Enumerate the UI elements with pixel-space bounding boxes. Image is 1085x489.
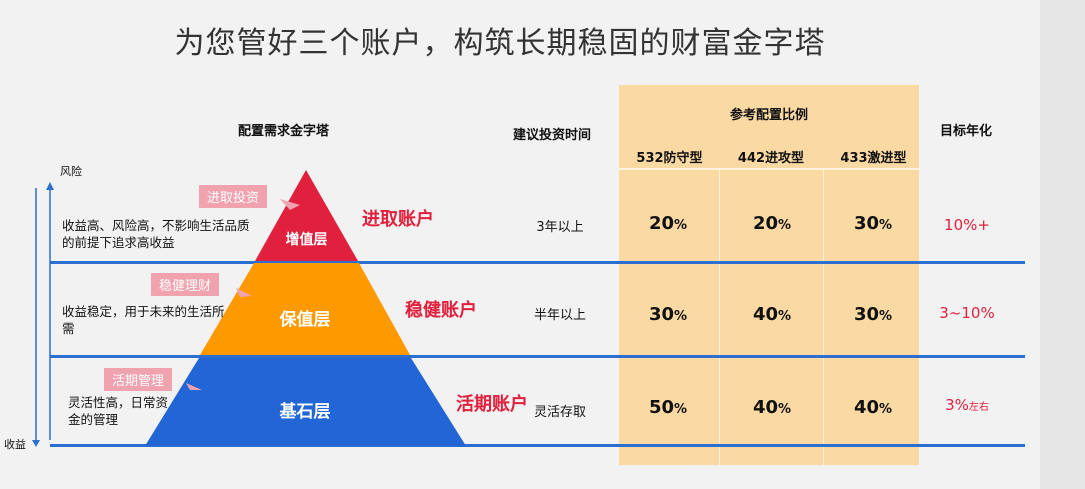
row-separator — [50, 444, 1025, 447]
pct-cell: 50% — [648, 397, 688, 418]
target-header: 目标年化 — [940, 124, 993, 139]
tag-pointer — [280, 199, 300, 210]
target-foundation: 3%左右 — [945, 396, 989, 414]
pct-cell: 40% — [752, 304, 792, 325]
desc-foundation: 灵活性高，日常资金的管理 — [68, 395, 169, 427]
row-separator — [50, 261, 1025, 264]
tag-pointer — [236, 288, 252, 297]
account-aggressive: 进取账户 — [362, 209, 434, 230]
arrow-up-icon — [46, 182, 54, 190]
panel-divider — [823, 170, 824, 465]
panel-divider — [619, 168, 919, 170]
target-preservation: 3~10% — [939, 304, 995, 322]
panel-divider — [719, 170, 720, 465]
period-header: 建议投资时间 — [513, 128, 592, 143]
row-separator — [50, 355, 1025, 358]
pct-cell: 40% — [752, 397, 792, 418]
desc-preservation: 收益稳定，用于未来的生活所需 — [62, 304, 225, 336]
period-preservation: 半年以上 — [533, 308, 586, 323]
tag-aggressive-invest: 进取投资 — [199, 185, 268, 208]
pyramid-layer-preservation — [200, 263, 410, 355]
pct-cell: 30% — [853, 213, 893, 234]
period-foundation: 灵活存取 — [533, 405, 586, 420]
layer-label-preservation: 保值层 — [279, 310, 331, 330]
tag-demand-management: 活期管理 — [104, 368, 173, 391]
account-demand: 活期账户 — [456, 394, 528, 415]
desc-growth: 收益高、风险高，不影响生活品质的前提下追求高收益 — [62, 218, 250, 250]
page-title: 为您管好三个账户，构筑长期稳固的财富金字塔 — [174, 26, 826, 61]
pct-cell: 30% — [853, 304, 893, 325]
tag-pointer — [186, 383, 202, 390]
axis-risk-label: 风险 — [60, 165, 82, 178]
period-growth: 3年以上 — [536, 220, 584, 235]
arrow-down-icon — [32, 440, 40, 447]
model-header-aggressive: 433激进型 — [840, 151, 907, 166]
pct-cell: 20% — [648, 213, 688, 234]
model-header-offensive: 442进攻型 — [737, 151, 805, 166]
target-growth: 10%+ — [944, 216, 990, 234]
layer-label-foundation: 基石层 — [279, 402, 331, 422]
model-header-defensive: 532防守型 — [636, 151, 703, 166]
pct-cell: 40% — [853, 397, 893, 418]
pct-cell: 20% — [752, 213, 792, 234]
axis-return-label: 收益 — [4, 438, 26, 451]
pyramid-layer-growth — [255, 170, 358, 261]
pyramid-header: 配置需求金字塔 — [238, 124, 330, 139]
reference-header: 参考配置比例 — [729, 108, 808, 123]
pct-cell: 30% — [648, 304, 688, 325]
reference-ratio-panel — [619, 85, 919, 465]
layer-label-growth: 增值层 — [285, 232, 328, 248]
pyramid-layer-foundation — [145, 358, 466, 446]
tag-steady-finance: 稳健理财 — [151, 273, 220, 296]
account-steady: 稳健账户 — [405, 300, 477, 321]
right-edge-strip — [1040, 0, 1085, 489]
